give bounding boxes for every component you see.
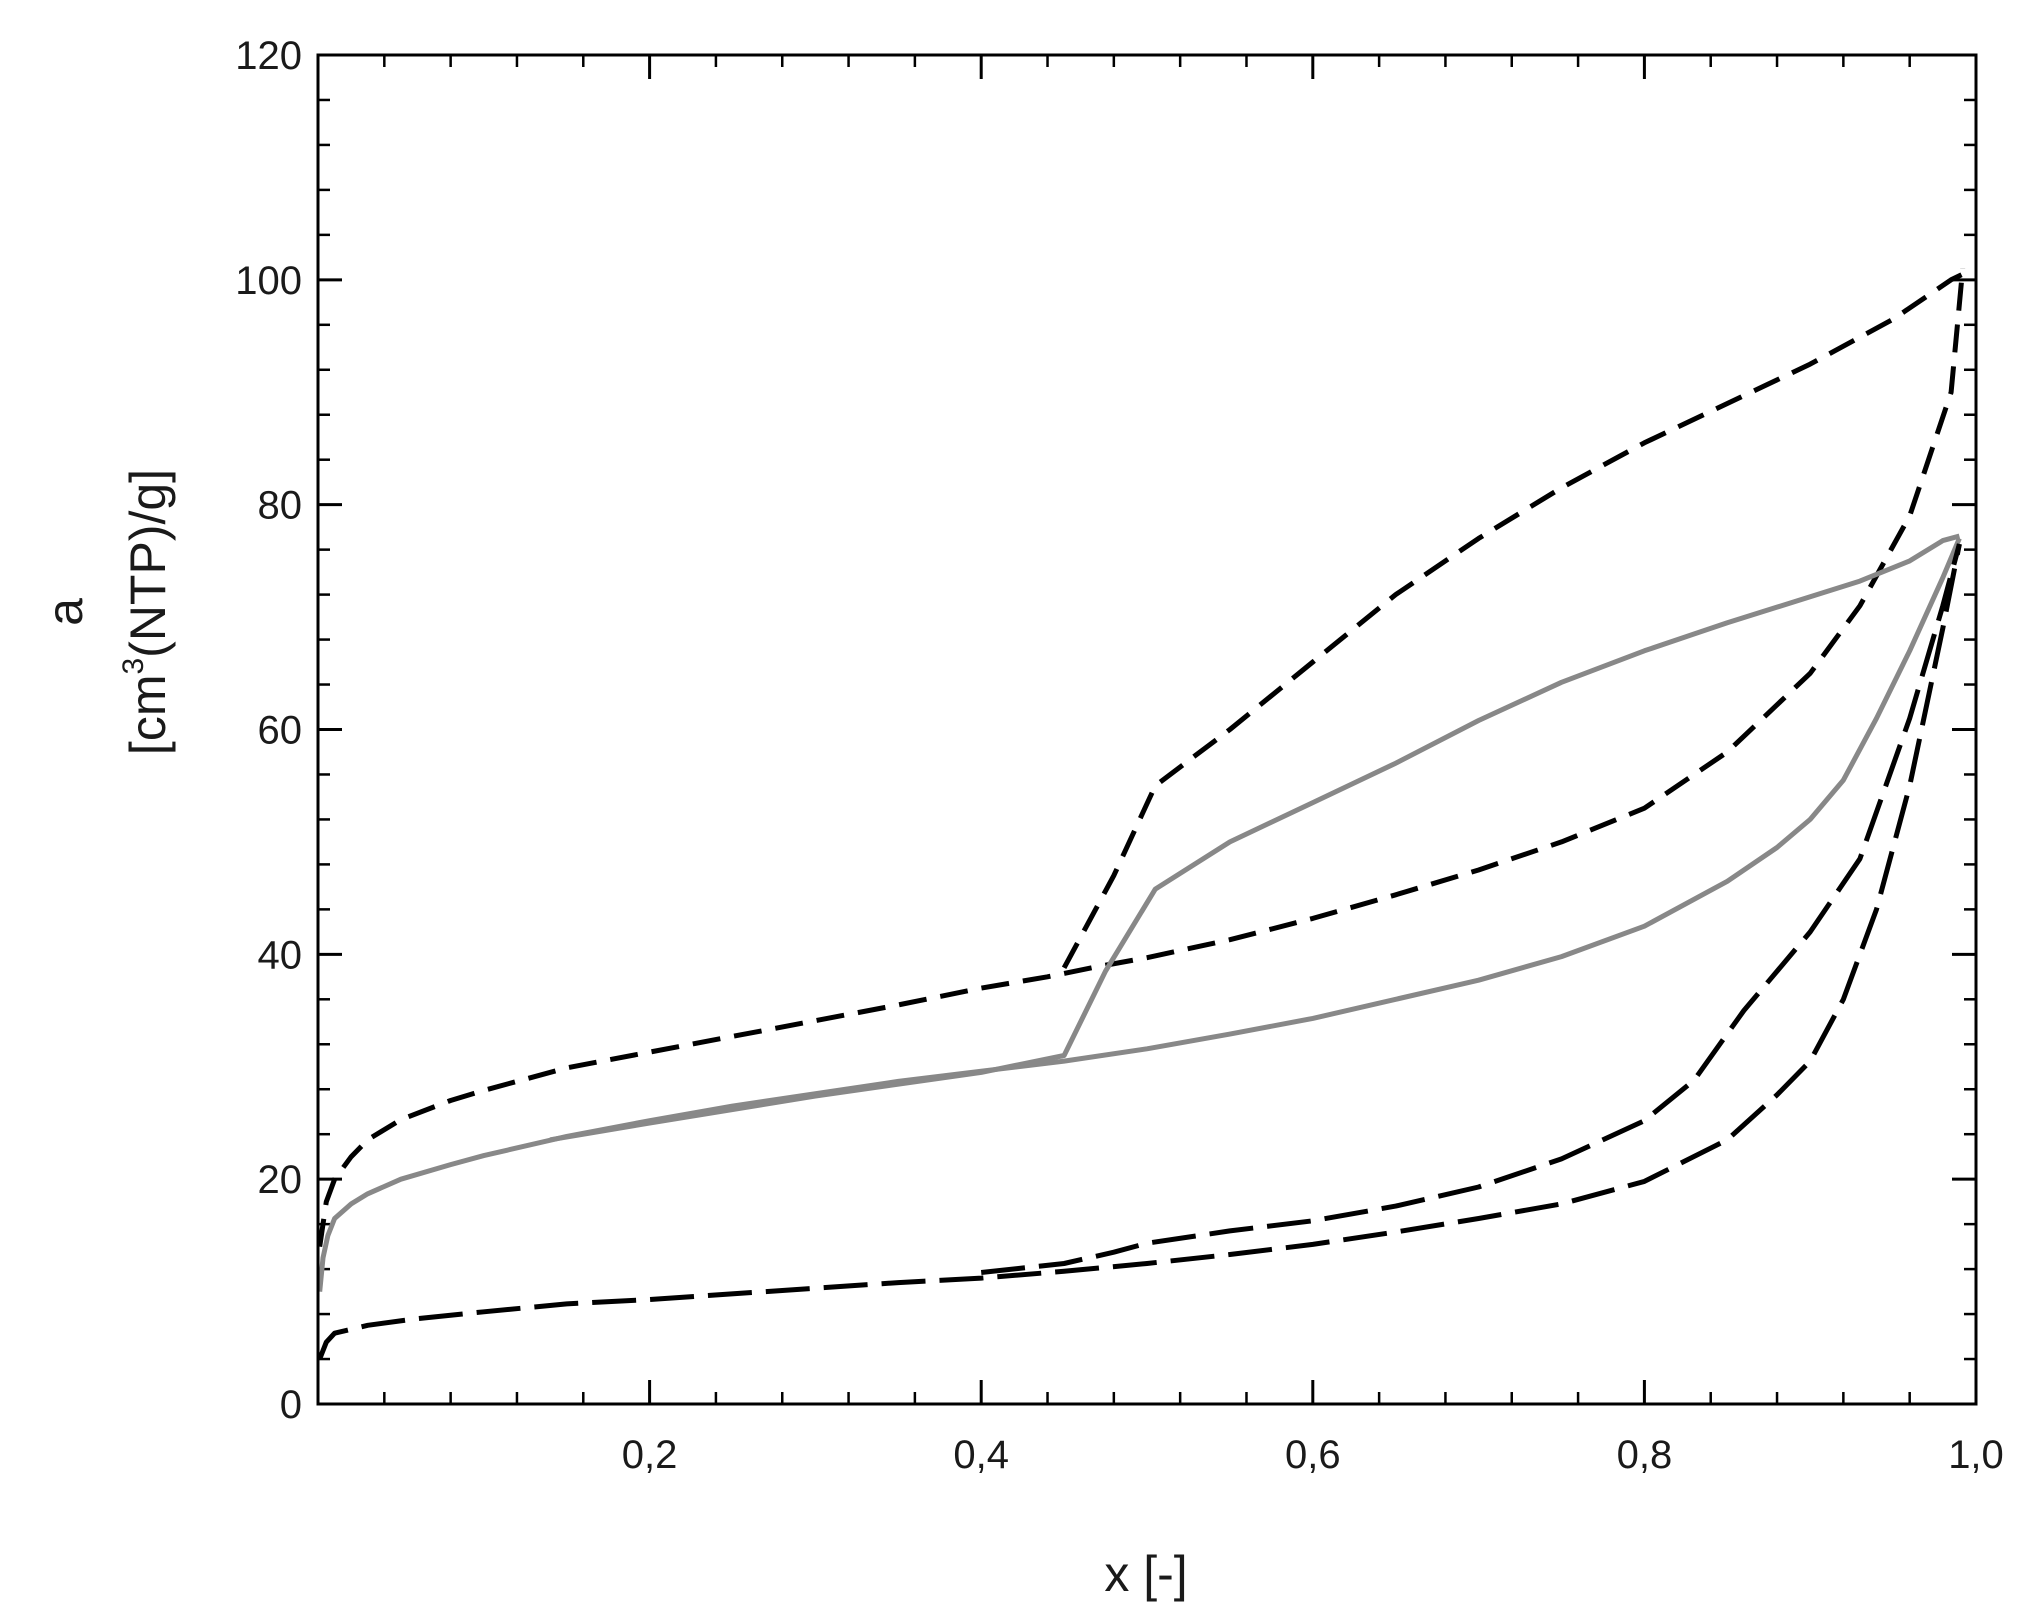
x-tick-label: 0,4 [953,1433,1009,1477]
x-tick-label: 1,0 [1948,1433,2004,1477]
y-tick-label: 120 [235,34,302,78]
x-tick-label: 0,6 [1285,1433,1341,1477]
series-line-5 [317,543,1962,1360]
x-tick-label: 0,8 [1617,1433,1673,1477]
y-axis-title-prefix: [cm [120,675,176,756]
y-axis-title-suffix: (NTP)/g] [120,469,176,658]
series-line-6 [980,543,1962,1275]
y-tick-label: 80 [258,484,303,528]
y-tick-label: 40 [258,933,303,977]
y-tick-label: 100 [235,259,302,303]
series-line-2 [1061,271,1964,969]
x-tick-label: 0,2 [622,1433,678,1477]
labels-layer: 0,2 0,4 0,6 0,8 1,0 0 20 40 60 80 100 120 [235,34,2004,1477]
y-tick-label: 20 [258,1158,303,1202]
y-tick-label: 60 [258,709,303,753]
series-line-1 [317,268,1966,1247]
y-axis-title-superscript: 3 [117,658,150,675]
y-axis-title-top: a [37,598,93,626]
series-line-4 [549,533,1961,1143]
y-tick-label: 0 [280,1383,302,1427]
y-axis-title: a [cm3(NTP)/g] [37,469,176,755]
series-line-3 [317,537,1962,1292]
y-axis-title-unit: [cm3(NTP)/g] [117,469,176,755]
plot-frame [316,53,1978,1406]
x-axis-title: x [-] [1104,1546,1187,1602]
ticks-layer [318,55,1978,1404]
series-layer [317,268,1966,1360]
